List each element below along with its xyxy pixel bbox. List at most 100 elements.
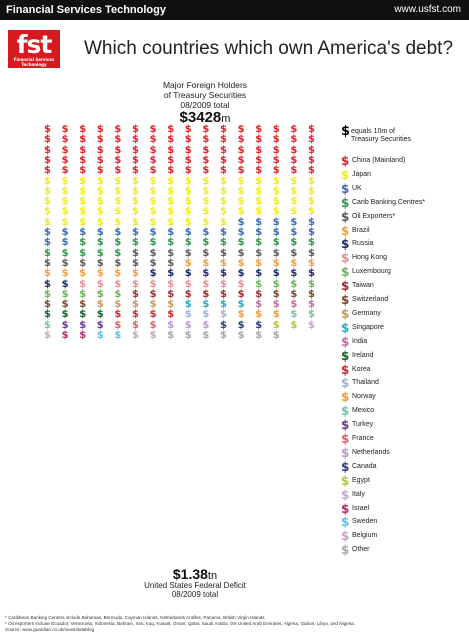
unit-mark-china-mainland: $ (61, 124, 69, 135)
unit-mark-switzerland: $ (44, 299, 51, 311)
unit-mark-uk: $ (96, 227, 104, 238)
unit-mark-japan: $ (96, 216, 104, 228)
unit-mark-germany: $ (114, 299, 122, 311)
unit-mark-china-mainland: $ (202, 124, 210, 135)
legend-swatch: $ (341, 432, 350, 446)
unit-mark-china-mainland: $ (149, 124, 157, 135)
legend-label: France (352, 435, 374, 442)
unit-mark-japan: $ (272, 196, 280, 208)
legend-label: Norway (352, 393, 376, 401)
deficit-caption-line-1: United States Federal Deficit (144, 581, 246, 590)
unit-mark-japan: $ (149, 196, 157, 208)
unit-mark-taiwan: $ (167, 288, 175, 300)
unit-mark-china-mainland: $ (220, 165, 227, 177)
unit-mark-china-mainland: $ (237, 124, 245, 135)
legend-swatch: $ (341, 154, 350, 168)
unit-mark-china-mainland: $ (184, 165, 192, 177)
unit-mark-brazil: $ (44, 268, 51, 280)
legend-swatch: $ (341, 543, 350, 558)
unit-mark-japan: $ (184, 206, 192, 218)
unit-mark-japan: $ (44, 185, 51, 197)
unit-mark-china-mainland: $ (44, 134, 51, 146)
legend-swatch: $ (341, 334, 350, 349)
unit-mark-luxembourg: $ (79, 288, 87, 300)
headline: Which countries which own America's debt… (84, 38, 454, 59)
legend-label: Thailand (352, 379, 379, 387)
site-url[interactable]: www.usfst.com (394, 4, 461, 15)
unit-mark-other: $ (237, 330, 245, 341)
unit-mark-china-mainland: $ (44, 144, 51, 156)
unit-mark-taiwan: $ (132, 288, 139, 300)
unit-mark-china-mainland: $ (79, 124, 87, 135)
unit-mark-china-mainland: $ (132, 165, 139, 177)
legend-swatch: $ (341, 279, 350, 294)
unit-mark-korea: $ (132, 309, 139, 321)
legend-swatch: $ (341, 515, 350, 530)
unit-mark-japan: $ (114, 206, 122, 218)
unit-mark-china-mainland: $ (149, 134, 157, 146)
unit-mark-china-mainland: $ (184, 154, 192, 166)
unit-mark-oil-exporters: $ (272, 247, 280, 259)
unit-mark-carib-banking-centres: $ (44, 247, 51, 259)
unit-mark-egypt: $ (272, 319, 280, 331)
unit-mark-china-mainland: $ (96, 124, 104, 135)
logo-text: fst (16, 30, 53, 59)
unit-mark-china-mainland: $ (255, 134, 263, 146)
unit-mark-oil-exporters: $ (132, 247, 139, 259)
legend-swatch: $ (341, 223, 350, 238)
unit-mark-japan: $ (237, 196, 245, 208)
unit-mark-switzerland: $ (308, 288, 315, 300)
legend-swatch: $ (341, 390, 350, 405)
holders-total-unit: m (221, 113, 231, 125)
unit-mark-japan: $ (308, 175, 315, 187)
unit-mark-other: $ (220, 330, 227, 341)
unit-mark-russia: $ (202, 268, 210, 280)
unit-mark-netherlands: $ (167, 319, 175, 331)
unit-mark-china-mainland: $ (132, 124, 139, 135)
unit-mark-china-mainland: $ (132, 154, 139, 166)
unit-mark-japan: $ (308, 206, 315, 218)
unit-mark-hong-kong: $ (220, 278, 227, 290)
unit-mark-china-mainland: $ (308, 134, 315, 146)
legend-swatch: $ (341, 251, 350, 266)
unit-mark-hong-kong: $ (132, 278, 139, 290)
unit-mark-japan: $ (114, 196, 122, 208)
unit-mark-uk: $ (114, 227, 122, 238)
logo-subtext: Financial Services Technology (13, 57, 55, 67)
unit-mark-russia: $ (149, 268, 157, 280)
unit-mark-japan: $ (167, 185, 175, 197)
unit-mark-brazil: $ (96, 268, 104, 280)
unit-mark-germany: $ (167, 299, 175, 311)
unit-mark-carib-banking-centres: $ (96, 237, 104, 249)
legend-label: Brazil (352, 226, 370, 234)
unit-mark-netherlands: $ (202, 319, 210, 331)
unit-mark-carib-banking-centres: $ (79, 237, 87, 249)
unit-mark-carib-banking-centres: $ (220, 237, 227, 249)
unit-mark-china-mainland: $ (272, 144, 280, 156)
footnote-source[interactable]: Source: www.guardian.co.uk/news/datablog (5, 627, 95, 632)
unit-mark-china-mainland: $ (44, 165, 51, 177)
unit-mark-china-mainland: $ (272, 154, 280, 166)
unit-mark-carib-banking-centres: $ (184, 237, 192, 249)
unit-mark-japan: $ (132, 185, 139, 197)
legend-swatch: $ (341, 445, 350, 460)
unit-mark-france: $ (132, 319, 139, 331)
unit-mark-china-mainland: $ (114, 124, 122, 135)
unit-mark-russia: $ (44, 278, 51, 290)
unit-mark-sweden: $ (96, 330, 104, 341)
unit-mark-luxembourg: $ (290, 278, 298, 290)
unit-mark-oil-exporters: $ (114, 257, 122, 269)
unit-mark-china-mainland: $ (220, 134, 227, 146)
unit-mark-turkey: $ (96, 319, 104, 331)
unit-mark-japan: $ (114, 185, 122, 197)
unit-mark-belgium: $ (132, 330, 139, 341)
unit-mark-belgium: $ (149, 330, 157, 341)
deficit-caption: United States Federal Deficit 08/2009 to… (120, 581, 270, 599)
unit-mark-hong-kong: $ (96, 278, 104, 290)
unit-mark-japan: $ (272, 185, 280, 197)
unit-mark-china-mainland: $ (202, 165, 210, 177)
unit-mark-brazil: $ (114, 268, 122, 280)
legend-label: Carib Banking Centres* (352, 198, 426, 206)
unit-mark-japan: $ (132, 206, 139, 218)
unit-mark-japan: $ (290, 185, 298, 197)
